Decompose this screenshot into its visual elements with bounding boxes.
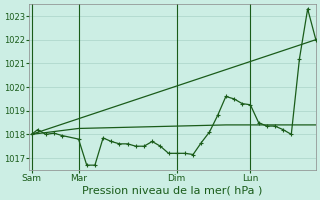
X-axis label: Pression niveau de la mer( hPa ): Pression niveau de la mer( hPa )	[83, 186, 263, 196]
